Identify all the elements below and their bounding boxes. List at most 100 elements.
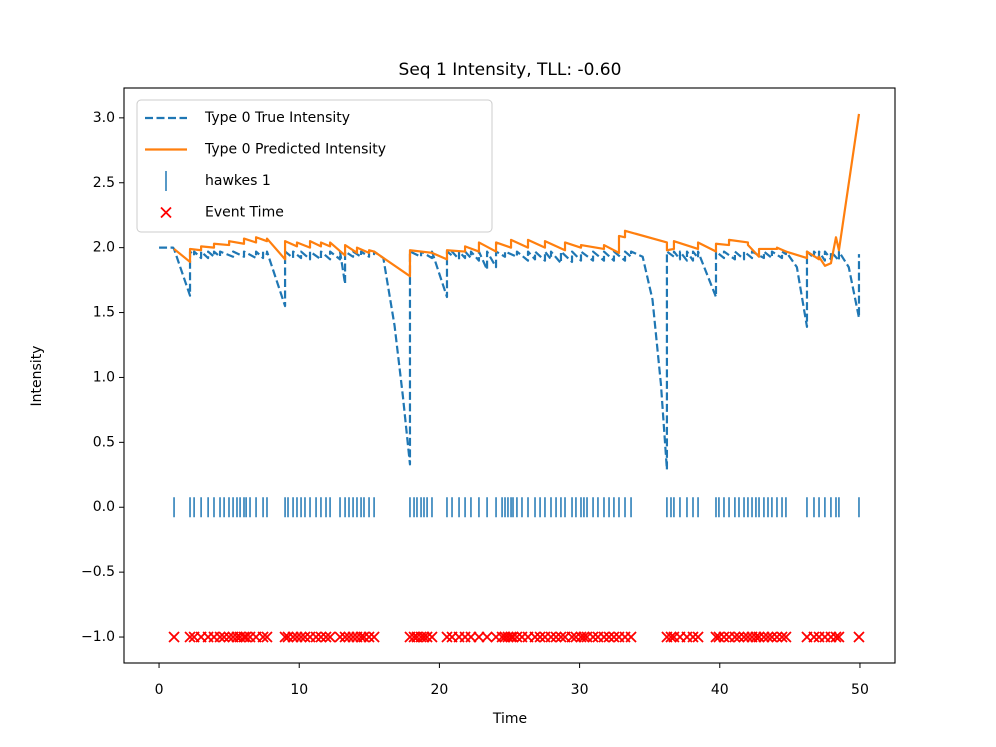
y-tick-label: 0.0	[93, 499, 115, 515]
event-cross	[545, 631, 557, 643]
event-cross	[742, 631, 754, 643]
event-cross	[507, 631, 519, 643]
event-cross	[481, 631, 493, 643]
y-tick-label: −0.5	[81, 564, 115, 580]
event-cross	[830, 631, 842, 643]
y-tick-label: 2.5	[93, 175, 115, 191]
event-cross	[587, 631, 599, 643]
event-cross	[343, 631, 355, 643]
event-cross	[168, 631, 180, 643]
event-cross	[753, 631, 765, 643]
event-cross	[426, 631, 438, 643]
event-cross	[324, 631, 336, 643]
event-cross	[315, 631, 327, 643]
event-cross	[578, 631, 590, 643]
x-tick-label: 0	[155, 682, 164, 698]
predicted-intensity-line	[173, 113, 861, 278]
event-cross	[257, 631, 269, 643]
event-cross	[363, 631, 375, 643]
event-cross	[279, 631, 291, 643]
event-cross	[713, 631, 725, 643]
event-cross	[261, 631, 273, 643]
event-cross	[473, 631, 485, 643]
legend-label: Type 0 Predicted Intensity	[204, 142, 386, 158]
event-cross	[738, 631, 750, 643]
true-intensity-line	[159, 246, 861, 471]
event-cross	[287, 631, 299, 643]
event-cross	[550, 631, 562, 643]
event-cross	[776, 631, 788, 643]
legend-label: hawkes 1	[205, 173, 271, 189]
y-tick-label: 0.5	[93, 434, 115, 450]
event-cross	[598, 631, 610, 643]
plot-area	[159, 113, 865, 643]
event-cross	[570, 631, 582, 643]
legend-label: Event Time	[205, 205, 284, 221]
event-cross	[299, 631, 311, 643]
event-cross	[511, 631, 523, 643]
event-cross	[766, 631, 778, 643]
event-cross	[358, 631, 370, 643]
event-cross	[665, 631, 677, 643]
event-cross	[240, 631, 252, 643]
legend-box	[136, 99, 493, 233]
event-cross	[421, 631, 433, 643]
event-cross	[566, 631, 578, 643]
event-cross	[282, 631, 294, 643]
event-cross	[502, 631, 514, 643]
event-cross	[368, 631, 380, 643]
event-cross	[710, 631, 722, 643]
legend-label: Type 0 True Intensity	[204, 110, 350, 126]
event-cross	[625, 631, 637, 643]
event-cross	[603, 631, 615, 643]
event-cross	[762, 631, 774, 643]
legend-handle	[160, 206, 172, 219]
event-cross	[808, 631, 820, 643]
x-tick-label: 30	[571, 682, 589, 698]
event-cross	[758, 631, 770, 643]
x-tick-label: 40	[711, 682, 729, 698]
event-cross	[295, 631, 307, 643]
event-cross	[184, 631, 196, 643]
event-cross	[529, 631, 541, 643]
event-cross	[833, 631, 845, 643]
event-cross	[465, 631, 477, 643]
plot-frame	[123, 87, 896, 664]
event-cross	[733, 631, 745, 643]
event-cross	[418, 631, 430, 643]
y-tick-label: −1.0	[81, 629, 115, 645]
y-tick-label: 2.0	[93, 240, 115, 256]
x-axis-label: Time	[492, 711, 527, 727]
event-cross	[223, 631, 235, 643]
event-cross	[218, 631, 230, 643]
event-cross	[771, 631, 783, 643]
event-cross	[355, 631, 367, 643]
event-cross	[320, 631, 332, 643]
x-tick-label: 50	[851, 682, 869, 698]
x-tick-label: 20	[430, 682, 448, 698]
event-cross	[214, 631, 226, 643]
event-cross	[339, 631, 351, 643]
event-cross	[608, 631, 620, 643]
event-cross	[291, 631, 303, 643]
event-cross	[334, 631, 346, 643]
event-cross	[780, 631, 792, 643]
y-axis-label: Intensity	[29, 346, 45, 407]
event-cross	[555, 631, 567, 643]
event-cross	[687, 631, 699, 643]
event-cross	[441, 631, 453, 643]
event-cross	[692, 631, 704, 643]
event-cross	[718, 631, 730, 643]
event-cross	[825, 631, 837, 643]
y-tick-label: 1.5	[93, 305, 115, 321]
y-tick-label: 1.0	[93, 369, 115, 385]
event-cross	[347, 631, 359, 643]
event-cross	[729, 631, 741, 643]
event-cross	[750, 631, 762, 643]
event-cross	[310, 631, 322, 643]
y-tick-label: 3.0	[93, 110, 115, 126]
event-cross	[853, 631, 865, 643]
event-cross	[534, 631, 546, 643]
